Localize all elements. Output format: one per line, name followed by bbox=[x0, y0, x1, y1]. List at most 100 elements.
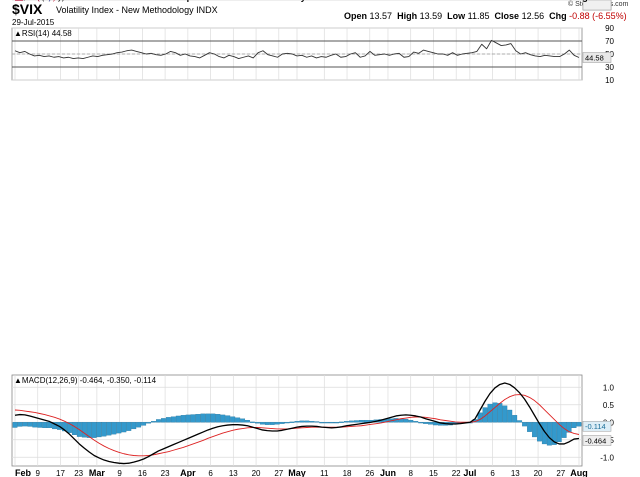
macd-histogram-bar bbox=[17, 422, 23, 427]
macd-histogram-bar bbox=[185, 414, 191, 423]
macd-xtick-label: 15 bbox=[429, 469, 438, 477]
macd-histogram-bar bbox=[319, 422, 325, 424]
macd-histogram-bar bbox=[81, 422, 87, 438]
macd-histogram-bar bbox=[536, 422, 542, 442]
macd-histogram-bar bbox=[289, 421, 295, 423]
macd-histogram-bar bbox=[121, 422, 127, 433]
price-xtick-label: 6 bbox=[490, 0, 495, 2]
macd-histogram-bar bbox=[576, 422, 582, 427]
price-xtick-label: Jul bbox=[463, 0, 476, 2]
macd-histogram-bar bbox=[304, 420, 310, 423]
price-xtick-label: 15 bbox=[429, 0, 438, 2]
macd-xtick-label: Jul bbox=[463, 468, 476, 477]
macd-histogram-bar bbox=[37, 422, 43, 428]
macd-xtick-label: 18 bbox=[343, 469, 352, 477]
macd-xtick-label: 6 bbox=[490, 469, 495, 477]
price-xtick-label: 9 bbox=[117, 0, 122, 2]
macd-current-label: -0.464 bbox=[585, 436, 606, 445]
price-xtick-label: 13 bbox=[229, 0, 238, 2]
macd-histogram-bar bbox=[274, 422, 280, 425]
macd-line bbox=[14, 382, 580, 465]
macd-xtick-label: Aug bbox=[570, 468, 588, 477]
macd-histogram-bar bbox=[245, 419, 250, 423]
macd-histogram-bar bbox=[403, 418, 409, 423]
macd-histogram-bar bbox=[329, 422, 335, 424]
price-xtick-label: 9 bbox=[36, 0, 41, 2]
macd-hist-current-box bbox=[582, 420, 612, 432]
macd-histogram-bar bbox=[101, 422, 107, 437]
macd-histogram-bar bbox=[126, 422, 132, 431]
open-label: Open bbox=[344, 11, 368, 21]
macd-histogram-bar bbox=[477, 412, 483, 423]
rsi-ytick-label: 30 bbox=[605, 63, 614, 72]
macd-histogram-bar bbox=[111, 422, 117, 435]
macd-histogram-bar bbox=[418, 422, 424, 424]
macd-histogram-bar bbox=[96, 422, 102, 438]
macd-histogram-bar bbox=[517, 420, 523, 423]
macd-histogram-bar bbox=[190, 414, 196, 423]
macd-histogram-bar bbox=[91, 422, 97, 438]
macd-histogram-bar bbox=[284, 422, 290, 424]
macd-histogram-bar bbox=[71, 422, 77, 436]
price-xtick-label: 17 bbox=[56, 0, 65, 2]
macd-xtick-label: 8 bbox=[408, 469, 413, 477]
macd-histogram-bar bbox=[527, 422, 532, 432]
price-xtick-label: May bbox=[288, 0, 306, 2]
macd-histogram-bar bbox=[170, 416, 176, 423]
macd-xtick-label: Jun bbox=[380, 468, 396, 477]
macd-histogram-bar bbox=[116, 422, 122, 434]
macd-histogram-bar bbox=[566, 422, 572, 433]
macd-histogram-bar bbox=[180, 415, 186, 423]
price-legend: ▲$VIX (Daily) 12.56 bbox=[14, 0, 87, 2]
macd-histogram-bar bbox=[428, 422, 434, 425]
rsi-current-box bbox=[582, 52, 612, 63]
macd-histogram-bar bbox=[413, 421, 419, 423]
change-value: -0.88 (-6.55%) bbox=[569, 11, 627, 21]
price-xtick-label: 11 bbox=[320, 0, 329, 2]
macd-histogram-bar bbox=[156, 419, 161, 423]
close-value: 12.56 bbox=[521, 11, 545, 21]
macd-histogram-bar bbox=[279, 422, 285, 424]
macd-histogram-bar bbox=[314, 421, 320, 423]
high-value: 13.59 bbox=[419, 11, 443, 21]
macd-histogram-bar bbox=[363, 419, 369, 423]
macd-histogram-bar bbox=[339, 421, 344, 423]
macd-histogram-bar bbox=[507, 409, 513, 423]
macd-histogram-bar bbox=[235, 417, 241, 423]
price-current-label-box bbox=[582, 0, 612, 11]
macd-histogram-bar bbox=[571, 422, 577, 428]
rsi-legend: ▲RSI(14) 44.58 bbox=[14, 29, 72, 38]
macd-histogram-bar bbox=[482, 407, 488, 423]
macd-xtick-label: 27 bbox=[274, 469, 283, 477]
macd-histogram-bar bbox=[353, 420, 359, 423]
macd-histogram-bar bbox=[522, 422, 528, 427]
price-xtick-label: 16 bbox=[138, 0, 147, 2]
macd-histogram-bar bbox=[32, 422, 38, 428]
macd-xtick-label: 27 bbox=[556, 469, 565, 477]
macd-xtick-label: Mar bbox=[89, 468, 106, 477]
macd-histogram-bar bbox=[497, 403, 503, 423]
price-xtick-label: 27 bbox=[556, 0, 565, 2]
macd-histogram-bar bbox=[551, 422, 557, 445]
macd-xtick-label: 20 bbox=[252, 469, 261, 477]
price-xtick-label: 23 bbox=[74, 0, 83, 2]
ticker-symbol: $VIX bbox=[12, 1, 43, 17]
macd-histogram-bar bbox=[532, 422, 537, 438]
ticker-description: Volatility Index - New Methodology INDX bbox=[56, 5, 218, 15]
quote-summary: Open 13.57 High 13.59 Low 11.85 Close 12… bbox=[344, 11, 627, 21]
macd-histogram-bar bbox=[254, 422, 260, 424]
price-current-label: 12.56 bbox=[585, 0, 604, 2]
macd-xtick-label: 9 bbox=[117, 469, 122, 477]
chart-date: 29-Jul-2015 bbox=[12, 18, 55, 27]
macd-histogram-bar bbox=[348, 420, 354, 423]
macd-histogram-bar bbox=[309, 421, 315, 423]
macd-xtick-label: Apr bbox=[180, 468, 196, 477]
open-value: 13.57 bbox=[369, 11, 393, 21]
macd-histogram-bar bbox=[358, 419, 364, 423]
macd-xtick-label: 6 bbox=[208, 469, 213, 477]
macd-histogram-bar bbox=[210, 413, 216, 423]
macd-histogram-bar bbox=[136, 422, 142, 428]
macd-histogram-bar bbox=[151, 421, 156, 423]
macd-histogram-bar bbox=[62, 422, 67, 432]
